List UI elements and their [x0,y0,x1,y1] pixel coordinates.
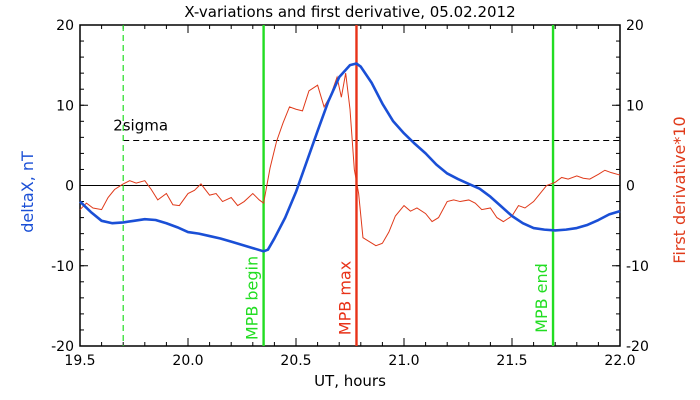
y-left-tick-label: 0 [65,179,74,195]
y-axis-left-ticks: 20 10 0 -10 -20 [51,18,88,355]
y-right-tick-label: 0 [626,179,635,195]
y-right-tick-label: 10 [626,98,644,114]
mpb-marker-label: MPB end [532,263,551,333]
x-axis-title: UT, hours [314,372,386,390]
y-axis-right-ticks: 20 10 0 -10 -20 [612,18,649,355]
y-left-tick-label: -20 [51,339,74,355]
x-tick-label: 19.5 [64,353,95,369]
y-left-tick-label: -10 [51,259,74,275]
y-right-tick-label: 20 [626,18,644,34]
y-axis-left-title: deltaX, nT [18,151,37,233]
y-right-tick-label: -10 [626,259,649,275]
mpb-marker-label: MPB max [335,261,354,335]
y-axis-right-title: First derivative*10 [670,116,689,263]
x-axis-ticks: 19.5 20.0 20.5 21.0 21.5 22.0 [64,25,636,369]
series-deltax-line [79,62,621,253]
sigma-label: 2sigma [113,117,168,135]
x-tick-label: 22.0 [604,353,635,369]
x-tick-label: 21.5 [496,353,527,369]
series-derivative-line [79,73,621,247]
mpb-marker-label: MPB begin [243,256,262,340]
y-left-tick-label: 10 [56,98,74,114]
mpb-markers: MPB begin MPB max MPB end [243,25,555,346]
x-tick-label: 21.0 [388,353,419,369]
y-left-tick-label: 20 [56,18,74,34]
x-tick-label: 20.5 [280,353,311,369]
x-tick-label: 20.0 [172,353,203,369]
chart-title: X-variations and first derivative, 05.02… [184,3,515,21]
y-right-tick-label: -20 [626,339,649,355]
